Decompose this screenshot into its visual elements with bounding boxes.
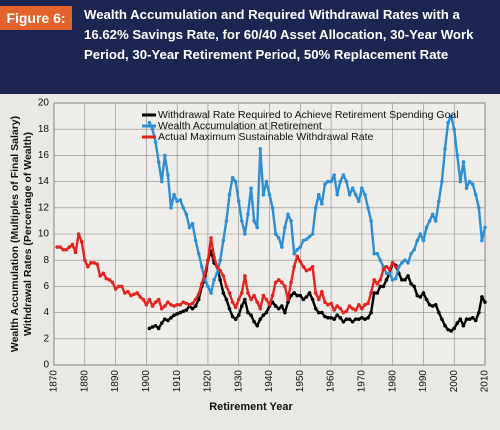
x-tick-label: 1910 <box>172 370 183 393</box>
x-tick-label: 1930 <box>233 370 244 393</box>
x-tick-label: 1960 <box>326 370 337 393</box>
x-tick-label: 1970 <box>356 370 367 393</box>
y-tick-label: 8 <box>43 255 49 266</box>
chart-title: Wealth Accumulation and Required Withdra… <box>84 7 474 62</box>
legend-label: Withdrawal Rate Required to Achieve Reti… <box>158 109 459 121</box>
x-tick-label: 2000 <box>449 370 460 393</box>
y-tick-label: 14 <box>38 176 50 187</box>
x-tick-label: 1880 <box>79 370 90 393</box>
figure-label: Figure 6: <box>0 6 72 30</box>
x-axis-title: Retirement Year <box>209 401 293 413</box>
legend-label: Actual Maximum Sustainable Withdrawal Ra… <box>158 131 373 143</box>
x-tick-label: 1920 <box>203 370 214 393</box>
y-tick-label: 18 <box>38 124 50 135</box>
y-tick-label: 4 <box>43 307 49 318</box>
y-tick-label: 20 <box>38 98 50 109</box>
y-tick-label: 0 <box>43 360 49 371</box>
y-axis-title: Withdrawal Rates (Percentage of Wealth) <box>22 132 34 336</box>
y-tick-label: 6 <box>43 281 49 292</box>
x-tick-label: 1980 <box>387 370 398 393</box>
x-tick-label: 1940 <box>264 370 275 393</box>
y-tick-label: 12 <box>38 202 50 213</box>
x-tick-label: 1990 <box>418 370 429 393</box>
x-tick-label: 1870 <box>49 370 60 393</box>
x-tick-label: 1900 <box>141 370 152 393</box>
legend-label: Wealth Accumulation at Retirement <box>158 120 322 132</box>
x-tick-label: 1950 <box>295 370 306 393</box>
x-tick-label: 2010 <box>480 370 491 393</box>
y-tick-label: 2 <box>43 333 49 344</box>
y-tick-label: 16 <box>38 150 50 161</box>
header: Figure 6: Wealth Accumulation and Requir… <box>0 0 500 94</box>
series-line <box>55 232 398 315</box>
y-axis-title: Wealth Accumulation (Multiples of Final … <box>9 116 21 352</box>
x-tick-label: 1890 <box>110 370 121 393</box>
y-tick-label: 10 <box>38 229 50 240</box>
